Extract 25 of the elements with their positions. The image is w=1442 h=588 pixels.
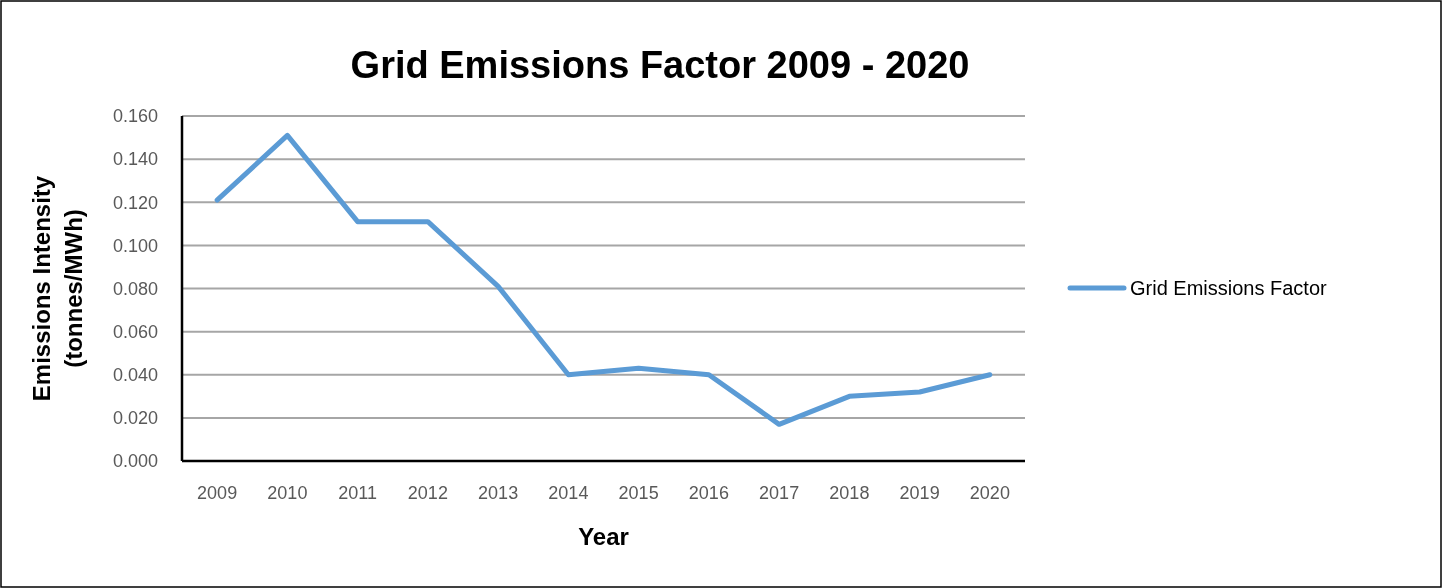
x-tick-label: 2019 (899, 483, 940, 503)
x-tick-label: 2018 (829, 483, 870, 503)
y-tick-label: 0.000 (112, 451, 158, 472)
y-tick-label: 0.140 (112, 149, 158, 170)
y-tick-label: 0.080 (112, 278, 158, 299)
x-tick-label: 2015 (618, 483, 659, 503)
x-tick-label: 2017 (759, 483, 800, 503)
x-tick-label: 2010 (267, 483, 308, 503)
x-tick-label: 2011 (338, 483, 377, 503)
x-axis-title: Year (578, 523, 629, 550)
x-tick-label: 2012 (407, 483, 448, 503)
y-axis-title: Emissions Intensity (tonnes/MWh) (28, 175, 87, 402)
x-tick-label: 2014 (548, 483, 589, 503)
x-tick-label: 2016 (688, 483, 729, 503)
y-tick-label: 0.040 (112, 365, 158, 386)
y-tick-label: 0.060 (112, 321, 158, 342)
x-tick-label: 2009 (197, 483, 238, 503)
y-tick-label: 0.120 (112, 192, 158, 213)
x-tick-label: 2013 (478, 483, 519, 503)
legend-label: Grid Emissions Factor (1130, 277, 1328, 299)
y-tick-label: 0.160 (112, 106, 158, 127)
y-tick-label: 0.020 (112, 408, 158, 429)
chart-title: Grid Emissions Factor 2009 - 2020 (350, 44, 970, 86)
y-tick-label: 0.100 (112, 235, 158, 256)
x-tick-label: 2020 (969, 483, 1010, 503)
